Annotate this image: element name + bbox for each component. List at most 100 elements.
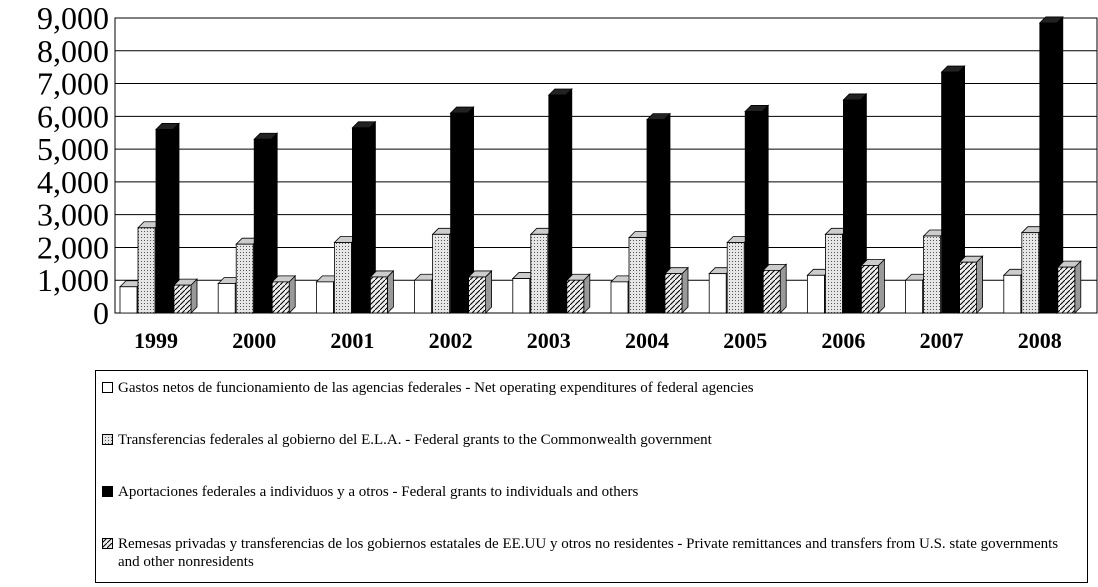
bar-face — [610, 281, 629, 314]
bar-face — [646, 119, 665, 314]
bar-face — [628, 237, 647, 314]
y-tick-label: 1,000 — [37, 262, 109, 298]
y-tick-label: 8,000 — [37, 33, 109, 69]
bar — [860, 258, 886, 314]
legend-swatch — [102, 434, 113, 445]
bar — [646, 112, 671, 314]
bar — [1038, 15, 1064, 314]
bar-side — [681, 266, 689, 314]
bar-face — [744, 111, 763, 314]
bar-face — [235, 243, 254, 314]
bar-face — [548, 94, 567, 314]
bar-face — [468, 276, 487, 314]
bar-face — [708, 273, 727, 314]
bar — [1056, 260, 1082, 314]
y-tick-label: 3,000 — [37, 197, 109, 233]
x-tick-label: 1999 — [134, 328, 178, 353]
bar-face — [726, 242, 745, 314]
x-tick-label: 2006 — [821, 328, 865, 353]
legend-label: Aportaciones federales a individuos y a … — [118, 484, 639, 500]
swatch — [102, 382, 113, 393]
bar — [173, 278, 198, 314]
x-tick-label: 2007 — [920, 328, 964, 353]
bar — [369, 269, 395, 314]
x-tick-label: 2001 — [330, 328, 374, 353]
bar-face — [762, 269, 781, 314]
bar-face — [351, 127, 370, 314]
swatch — [102, 434, 113, 445]
x-tick-label: 2003 — [527, 328, 571, 353]
bar-face — [843, 99, 861, 314]
chart: 01,0002,0003,0004,0005,0006,0007,0008,00… — [37, 0, 1098, 353]
x-tick-label: 2008 — [1018, 328, 1062, 353]
legend: Gastos netos de funcionamiento de las ag… — [95, 370, 1088, 583]
bar-face — [1003, 274, 1022, 314]
y-tick-label: 7,000 — [37, 66, 109, 102]
bar-face — [923, 235, 941, 314]
bar-face — [333, 242, 352, 314]
bar-side — [583, 273, 591, 314]
bar-face — [173, 284, 192, 314]
bar-face — [905, 279, 923, 314]
bar — [467, 269, 493, 314]
legend-swatch — [102, 382, 113, 393]
bar-face — [271, 281, 290, 314]
bar — [664, 266, 689, 314]
bar-face — [315, 281, 334, 314]
bar-face — [137, 227, 156, 314]
bar-side — [1074, 260, 1082, 314]
y-tick-label: 6,000 — [37, 98, 109, 134]
bar-face — [1021, 232, 1040, 314]
y-tick-label: 2,000 — [37, 229, 109, 265]
y-tick-label: 5,000 — [37, 131, 109, 167]
legend-entry: Gastos netos de funcionamiento de las ag… — [102, 379, 1081, 431]
bar-face — [959, 261, 977, 314]
bar — [253, 132, 279, 314]
bar-face — [217, 283, 236, 314]
bar-face — [119, 286, 138, 314]
bar-face — [861, 265, 879, 314]
bar-face — [530, 233, 549, 314]
swatch — [102, 486, 113, 497]
bar-face — [807, 274, 825, 314]
bar-face — [825, 233, 843, 314]
bar — [762, 263, 788, 314]
legend-swatch — [102, 486, 113, 497]
y-tick-label: 4,000 — [37, 164, 109, 200]
legend-label: Gastos netos de funcionamiento de las ag… — [118, 380, 754, 396]
swatch — [102, 538, 113, 549]
plot-border — [114, 17, 1098, 314]
legend-entry: Remesas privadas y transferencias de los… — [102, 535, 1081, 587]
bar-face — [1057, 266, 1076, 314]
legend-entry: Aportaciones federales a individuos y a … — [102, 483, 1081, 535]
bar — [271, 274, 297, 314]
bar-side — [976, 255, 983, 314]
legend-label: Transferencias federales al gobierno del… — [118, 432, 712, 448]
bar-face — [941, 71, 959, 314]
bar-face — [664, 273, 683, 314]
bar-face — [450, 112, 469, 314]
x-tick-label: 2000 — [232, 328, 276, 353]
bar-face — [414, 279, 433, 314]
x-tick-label: 2005 — [723, 328, 767, 353]
legend-swatch — [102, 538, 113, 549]
bar-face — [512, 278, 531, 314]
legend-label: Remesas privadas y transferencias de los… — [118, 536, 1059, 570]
bar-side — [878, 258, 885, 314]
y-tick-label: 9,000 — [37, 0, 109, 36]
bar-face — [155, 129, 174, 314]
bar — [565, 273, 591, 314]
bar-face — [566, 279, 585, 314]
x-tick-label: 2002 — [429, 328, 473, 353]
bar-side — [779, 263, 787, 314]
bar-side — [387, 269, 394, 314]
bar — [958, 255, 984, 314]
bar-side — [485, 269, 492, 314]
bar-face — [432, 233, 451, 314]
bar-face — [1039, 22, 1058, 314]
bar-face — [253, 138, 272, 314]
bar — [744, 104, 770, 314]
bar — [842, 92, 868, 314]
y-tick-label: 0 — [93, 295, 109, 331]
